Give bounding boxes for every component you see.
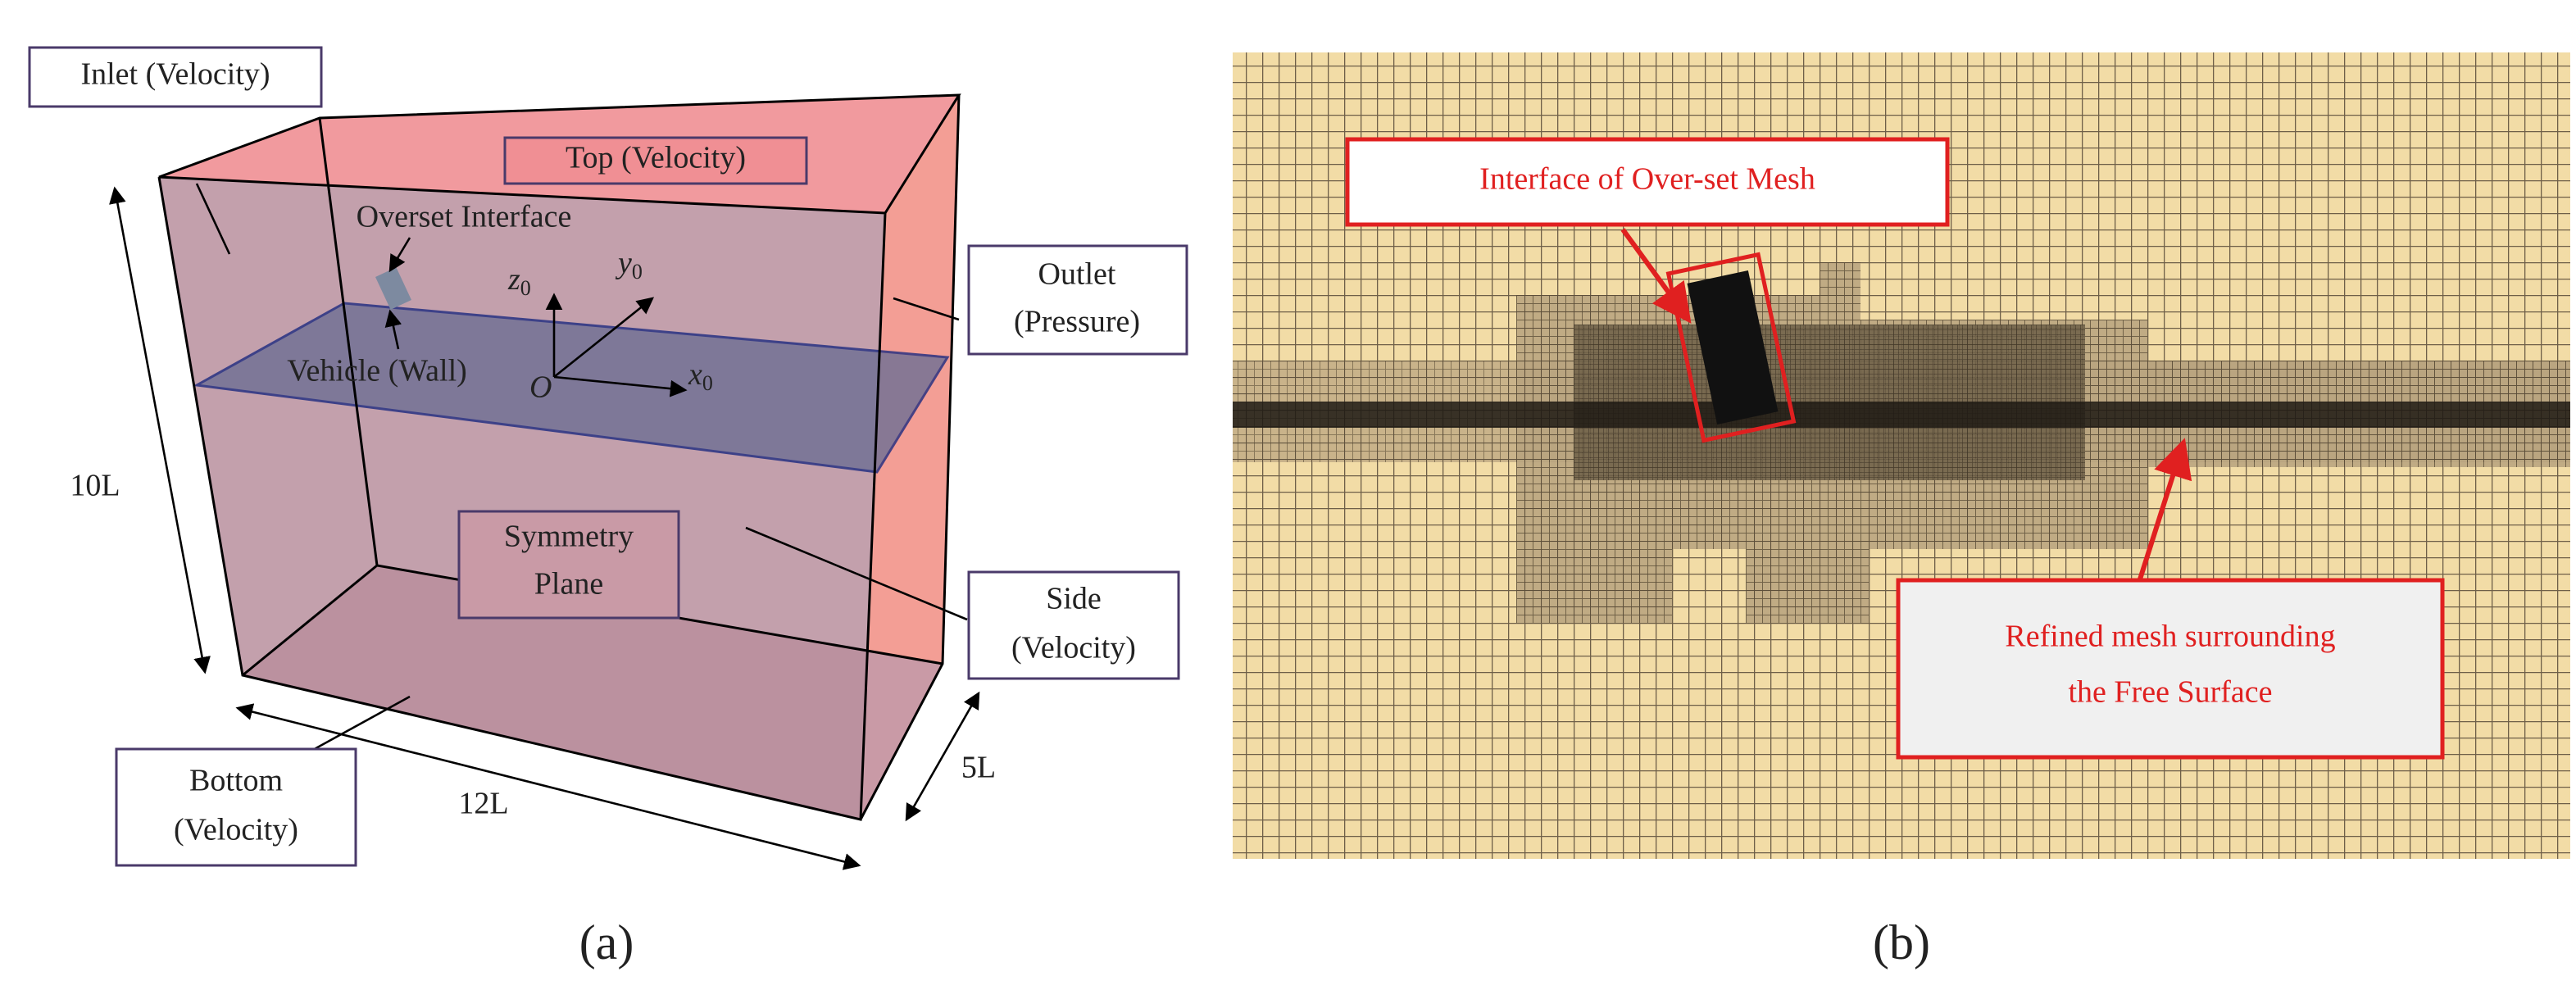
overset-label: Overset Interface — [357, 200, 572, 234]
top-label: Top (Velocity) — [566, 141, 746, 175]
vehicle-b — [1687, 270, 1779, 425]
refined-label: Refined mesh surrounding — [2005, 620, 2335, 654]
interface-box — [1665, 252, 1797, 443]
origin: O — [529, 370, 552, 405]
dim-height: 10L — [70, 469, 120, 503]
front-face — [159, 177, 885, 820]
symmetry-plane — [193, 302, 950, 474]
caption-b: (b) — [1873, 915, 1930, 969]
axis-z: z0 — [507, 262, 531, 300]
axes — [109, 183, 980, 870]
arrow — [1620, 228, 1692, 324]
symmetry-label: Plane — [534, 567, 603, 602]
dim-width: 5L — [961, 751, 996, 785]
bottom-label: Bottom — [189, 764, 283, 798]
side-label: (Velocity) — [1011, 631, 1136, 665]
arrow — [2137, 438, 2192, 583]
symmetry-label: Symmetry — [504, 520, 634, 554]
label-box — [1345, 137, 1950, 227]
panel-b: Interface of Over-set Mesh Refined mesh … — [1233, 52, 2570, 969]
right-face — [861, 95, 959, 820]
outlet-label: Outlet — [1038, 257, 1116, 292]
vehicle-label: Vehicle (Wall) — [287, 354, 467, 388]
inlet-label: Inlet (Velocity) — [80, 57, 270, 92]
free-surface — [1233, 402, 2570, 428]
bottom-label: (Velocity) — [174, 813, 298, 847]
label-boxes — [28, 46, 1188, 867]
caption-a: (a) — [579, 915, 634, 969]
panel-a: Inlet (Velocity) Top (Velocity) Outlet (… — [28, 46, 1188, 969]
side-label: Side — [1046, 582, 1102, 616]
outlet-label: (Pressure) — [1014, 305, 1140, 339]
vehicle — [375, 267, 411, 310]
interface-label: Interface of Over-set Mesh — [1479, 162, 1815, 197]
refined-label: the Free Surface — [2069, 675, 2273, 710]
axis-x: x0 — [688, 357, 713, 395]
dim-length: 12L — [458, 787, 508, 821]
axis-y: y0 — [615, 246, 643, 284]
label-box — [1896, 578, 2445, 760]
